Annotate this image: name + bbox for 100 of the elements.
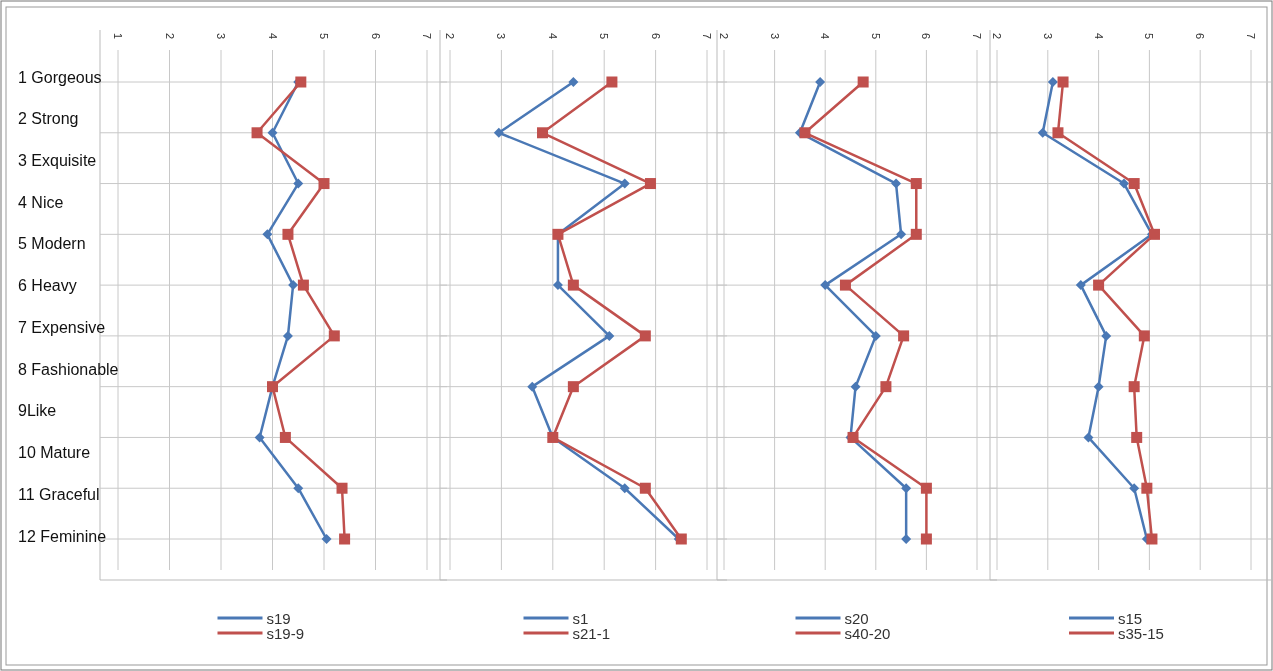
point [1119, 178, 1129, 189]
text: 3 Exquisite [18, 151, 97, 169]
text: 7 Expensive [18, 318, 106, 336]
point [262, 229, 273, 240]
point [619, 483, 630, 494]
point [1128, 381, 1140, 393]
x-tick-label: 2 [444, 32, 456, 40]
point [850, 381, 861, 392]
legend-label: s1 [572, 609, 589, 627]
point [1101, 330, 1112, 341]
point [567, 279, 579, 291]
point [891, 178, 902, 189]
point [1141, 482, 1153, 494]
legend-label: s20 [844, 609, 869, 627]
x-tick-label: 2 [991, 32, 1003, 40]
point [799, 127, 811, 139]
point [857, 76, 869, 88]
point [898, 330, 910, 342]
point [1131, 431, 1143, 443]
point [901, 483, 912, 494]
x-tick-label: 4 [546, 32, 559, 40]
point [254, 432, 265, 443]
point [537, 127, 549, 139]
point [896, 229, 907, 240]
legend-label: s35-15 [1118, 624, 1164, 642]
point [288, 280, 299, 291]
point [328, 330, 340, 342]
x-tick-label: 1 [112, 32, 124, 40]
annotation: 8 Fashionable [18, 360, 119, 378]
point [604, 330, 615, 341]
point [1146, 533, 1158, 545]
x-tick-label: 5 [598, 32, 611, 40]
text: 4 Nice [18, 193, 64, 211]
point [1047, 77, 1058, 87]
legend-label: s19-9 [266, 624, 305, 642]
point [910, 228, 922, 240]
x-tick-label: 7 [421, 32, 433, 40]
point [1037, 127, 1048, 138]
point [267, 127, 278, 138]
x-tick-label: 5 [869, 32, 882, 40]
point [619, 178, 630, 189]
point [279, 431, 291, 443]
point [552, 280, 563, 291]
legend-label: s19 [266, 609, 291, 627]
text: 6 Heavy [18, 277, 77, 295]
text: 1 Gorgeous [18, 68, 102, 86]
point [1083, 432, 1094, 443]
point [910, 178, 922, 190]
point [639, 482, 651, 494]
x-tick-label: 3 [215, 32, 227, 40]
legend-label: s40-20 [844, 624, 891, 642]
text: 10 Mature [18, 444, 91, 462]
x-tick-label: 4 [1092, 32, 1105, 40]
point [639, 330, 651, 342]
point [293, 178, 304, 189]
point [282, 330, 293, 341]
x-tick-label: 6 [649, 32, 662, 40]
point [1138, 330, 1150, 342]
point [839, 279, 851, 291]
text: 2 Strong [18, 110, 79, 128]
x-tick-label: 7 [971, 32, 983, 40]
point [1052, 127, 1064, 139]
x-tick-label: 4 [819, 32, 832, 40]
x-tick-label: 5 [1143, 32, 1156, 40]
x-tick-label: 6 [920, 32, 933, 40]
x-tick-label: 6 [369, 32, 382, 40]
point [870, 330, 881, 341]
x-tick-label: 6 [1194, 32, 1207, 40]
point [880, 381, 892, 393]
point [1075, 280, 1086, 291]
legend-label: s15 [1118, 609, 1143, 627]
x-tick-label: 5 [318, 32, 330, 40]
x-tick-label: 2 [163, 32, 176, 40]
point [644, 178, 656, 190]
point [1093, 381, 1104, 392]
point [297, 279, 309, 291]
text: 9Like [18, 402, 57, 420]
point [568, 77, 579, 87]
x-tick-label: 3 [768, 32, 781, 40]
x-tick-label: 3 [1041, 32, 1054, 40]
point [901, 534, 912, 544]
point [339, 533, 351, 545]
point [606, 76, 618, 88]
legend-label: s21-1 [572, 624, 611, 642]
point [920, 533, 932, 545]
text: 5 Modern [18, 235, 86, 253]
point [820, 280, 831, 291]
x-tick-label: 3 [495, 32, 508, 40]
point [293, 483, 304, 494]
point [321, 534, 332, 544]
point [336, 482, 348, 494]
x-tick-label: 7 [1245, 32, 1257, 40]
text: 11 Graceful [18, 485, 100, 503]
point [1129, 483, 1140, 494]
x-tick-label: 7 [701, 32, 713, 40]
point [1093, 279, 1105, 291]
point [318, 178, 330, 190]
point [1128, 178, 1140, 190]
point [567, 381, 579, 393]
x-tick-label: 2 [718, 32, 730, 40]
